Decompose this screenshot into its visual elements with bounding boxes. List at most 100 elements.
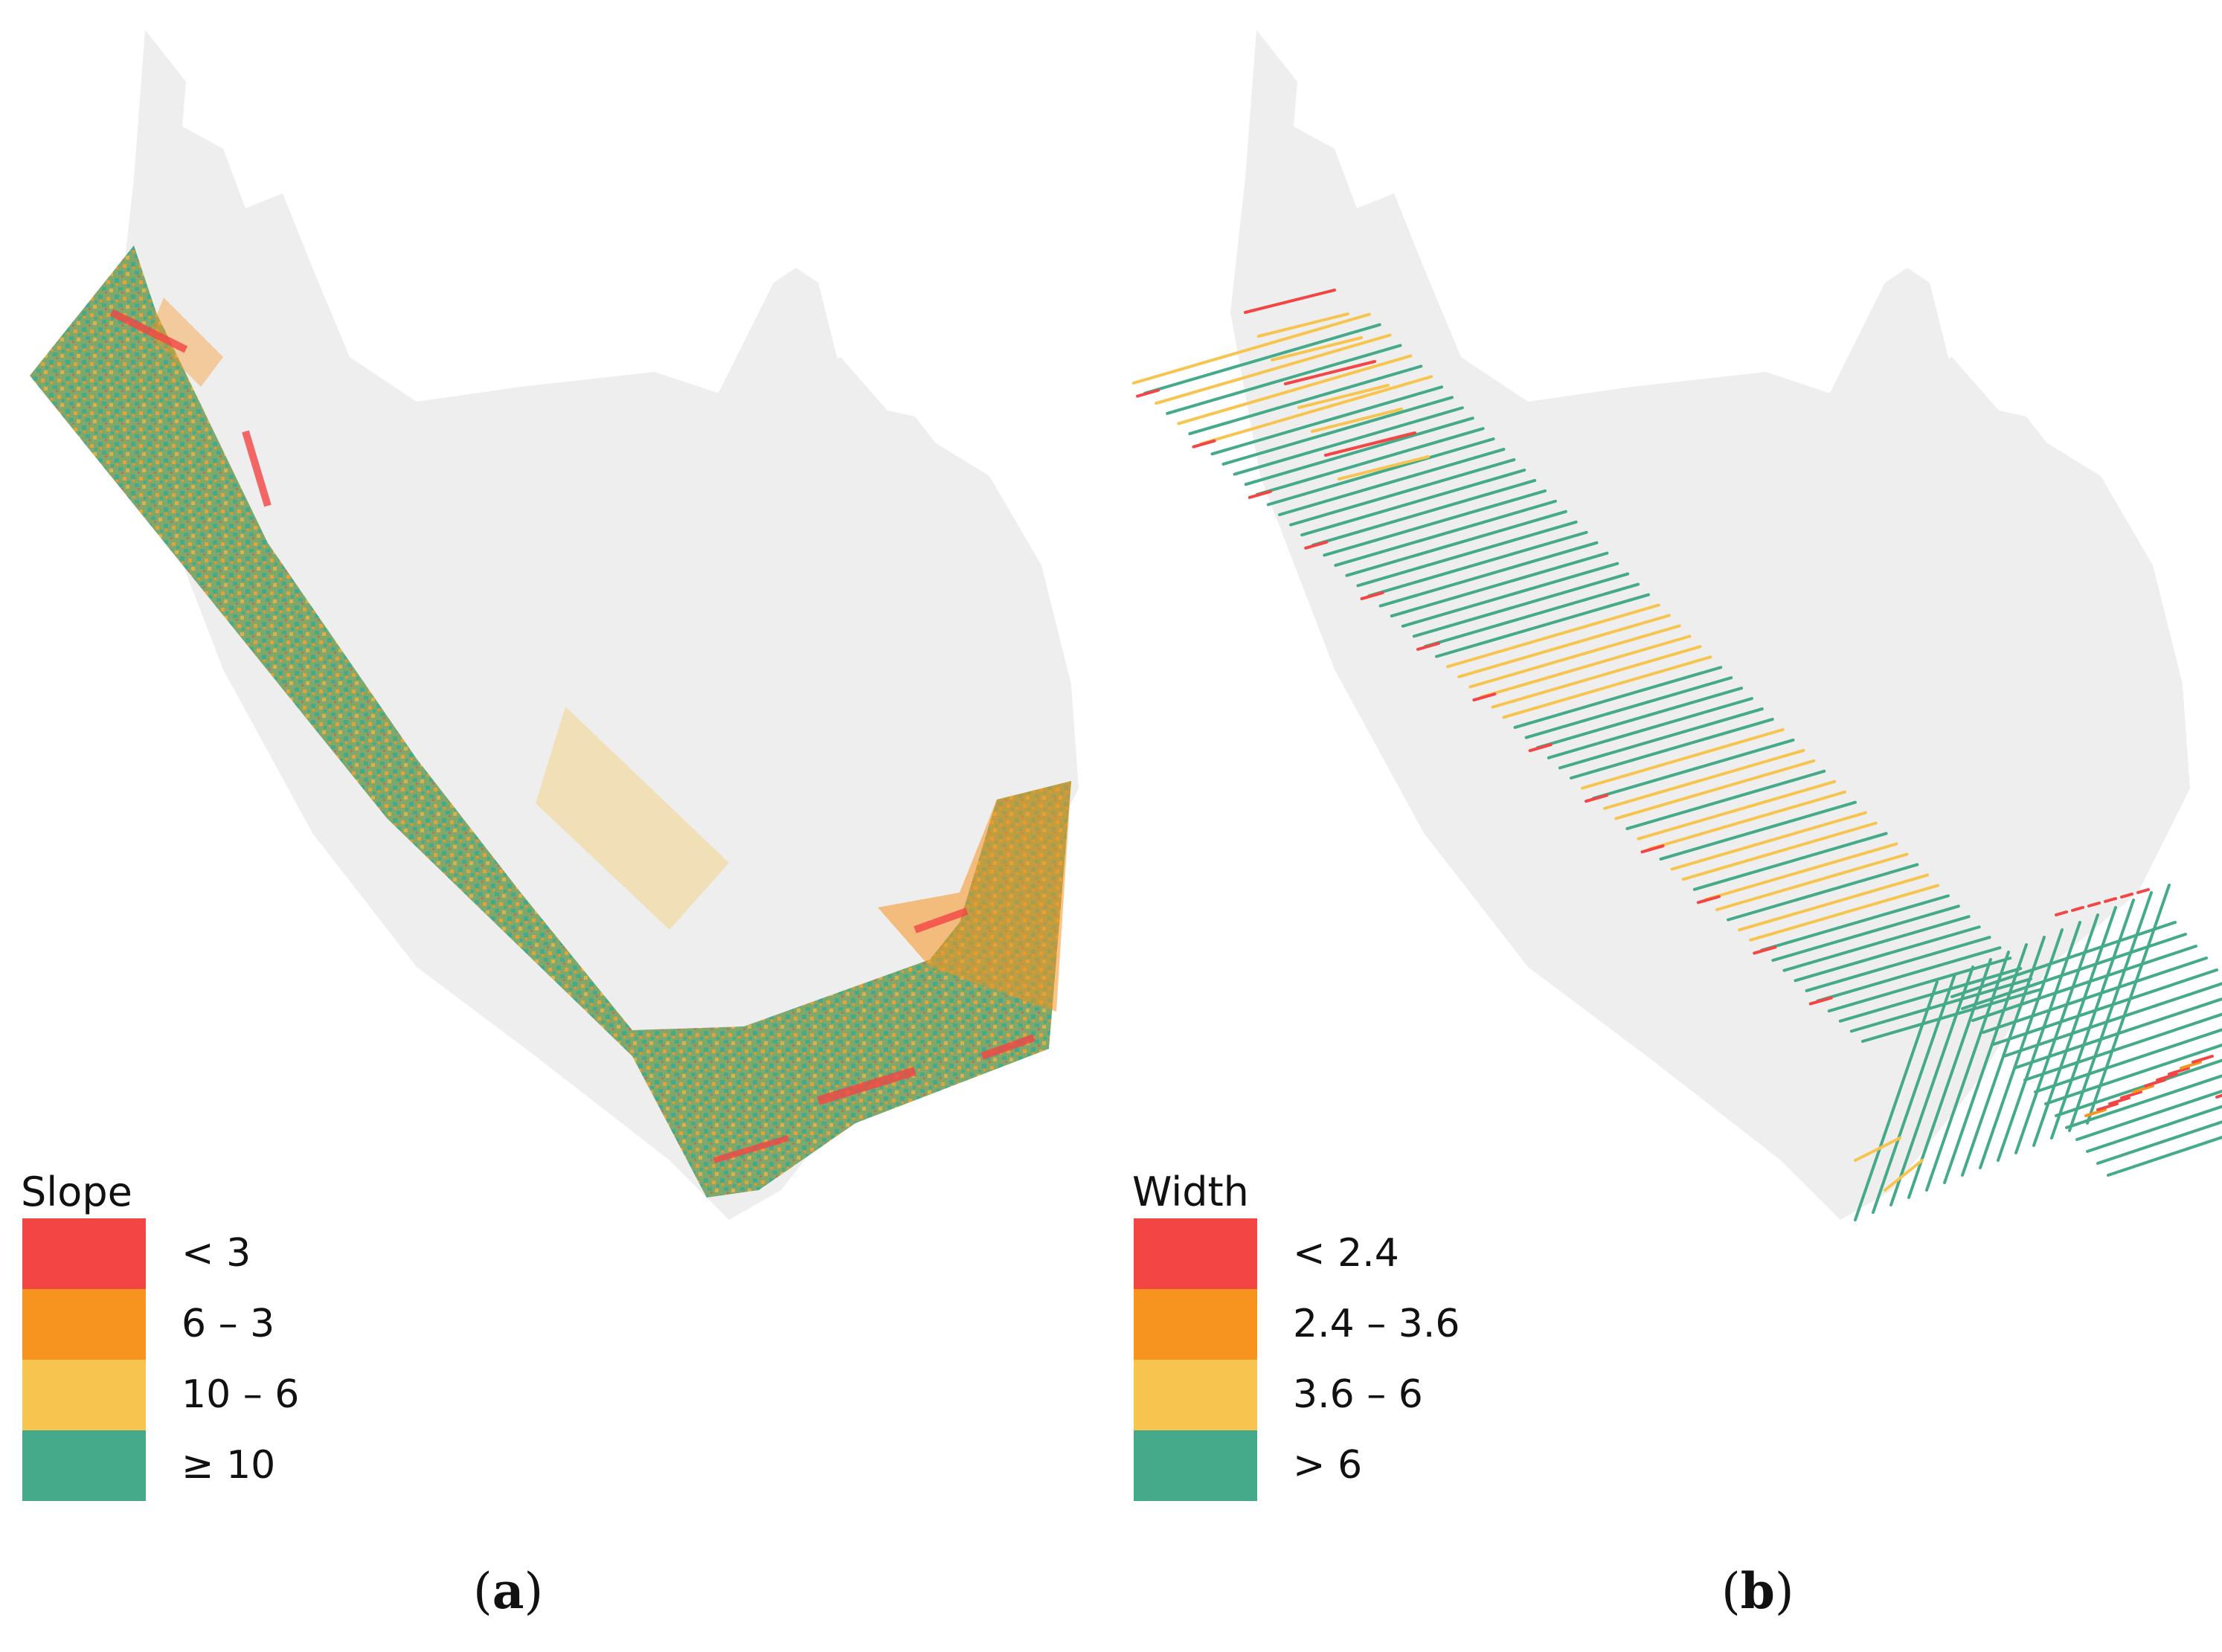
transect-line [1416,642,1440,651]
transect-line [1502,655,1712,719]
building-silhouette [119,30,1079,1220]
transect-line [1997,921,2081,1162]
legend-swatch-yellow [1134,1360,1257,1430]
transect-line [1233,406,1464,476]
legend-label: 6 – 3 [182,1302,275,1346]
transect-line [1378,541,1599,608]
transect-line [1266,437,1495,507]
transect-line [2055,1058,2222,1117]
transect-line [1457,614,1671,678]
transect-line [1861,988,2043,1043]
transect-line [1715,852,1909,911]
transect-line [1992,968,2218,1046]
transect-line [1524,676,1733,739]
legend-item: 6 – 3 [22,1289,274,1360]
transect-line [1704,842,1898,901]
transect-line [1221,396,1454,466]
legend-item: 10 – 6 [22,1360,299,1430]
legend-label: < 3 [182,1231,251,1276]
transect-line [1334,499,1557,568]
legend-label: < 2.4 [1293,1231,1399,1276]
transect-line [1637,780,1837,841]
transect-line [2107,1135,2222,1177]
transect-line [2144,1079,2166,1087]
transect-line [1659,800,1857,861]
transect-line [2014,913,2099,1154]
transect-line [1271,336,1363,361]
transect-line [1491,645,1702,709]
transect-line [2192,1055,2214,1064]
transect-line [1143,323,1381,395]
transect-line [1177,354,1413,425]
transect-line [1192,439,1216,449]
transect-line [1136,388,1160,398]
slope-map [30,30,1079,1220]
width-legend: Width < 2.4 2.4 – 3.6 3.6 – 6 > 6 [1132,1166,1460,1501]
transect-line [1854,1137,1901,1162]
legend-label: 10 – 6 [182,1372,300,1417]
transect-line [1513,666,1723,729]
transect-line [1338,455,1430,481]
transect-line [1827,957,2012,1013]
transect-line [2087,901,2101,907]
transect-line [1390,551,1609,618]
transect-line [2132,1084,2154,1093]
transect-line [2120,893,2133,899]
legend-label: ≥ 10 [182,1443,276,1488]
panel-caption: (a) [473,1562,544,1620]
transect-line [1816,946,2002,1003]
transect-line [1581,728,1785,790]
transect-line [2023,1012,2222,1081]
transect-line [1640,844,1665,854]
transect-line [1468,624,1681,689]
transect-line [1696,895,1721,904]
transect-line [2168,1067,2190,1076]
transect-line [1297,384,1390,409]
transect-line [1979,928,2064,1169]
legend-title: Width [1132,1169,1249,1215]
transect-line [1155,333,1392,405]
transect-line [2086,1105,2222,1153]
legend-swatch-red [1134,1218,1257,1289]
transect-line [2108,1096,2131,1105]
transect-line [1360,591,1384,600]
legend-label: 3.6 – 6 [1293,1372,1423,1417]
transect-line [1528,743,1552,753]
legend-swatch-red [22,1218,146,1289]
transect-line [1625,769,1826,831]
legend-swatch-green [1134,1430,1257,1501]
transect-line [1805,936,1991,992]
transect-line [1570,718,1774,780]
transect-line [2084,1108,2107,1117]
transect-line [2136,888,2150,894]
transect-line [2034,1028,2222,1093]
transect-line [1681,821,1878,881]
transect-line [1284,360,1376,385]
transect-line [2013,997,2222,1070]
slope-corridor [30,245,1071,1198]
transect-line [2086,884,2171,1125]
transect-line [1446,603,1660,669]
width-transects [1132,289,2222,1221]
legend-title: Slope [21,1169,132,1215]
transect-line [1925,951,2010,1192]
legend-swatch-orange [22,1289,146,1360]
transect-line [2055,910,2068,916]
transect-line [1210,385,1444,456]
transect-line [1808,996,1833,1006]
transect-line [1614,759,1816,820]
panel-b-width-map: Width < 2.4 2.4 – 3.6 3.6 – 6 > 6 (b) [1111,0,2222,1652]
transect-line [1727,863,1919,922]
transect-line [2104,897,2117,903]
transect-line [1199,375,1433,446]
transect-line [1838,967,2023,1023]
transect-line [2075,1089,2222,1141]
legend-item: > 6 [1134,1430,1362,1501]
legend-label: 2.4 – 3.6 [1293,1302,1460,1346]
transect-line [1884,1159,1924,1192]
transect-line [1244,417,1474,486]
transect-line [1794,925,1981,983]
legend-item: 3.6 – 6 [1134,1360,1423,1430]
transect-line [2096,1102,2119,1111]
transect-line [2120,1090,2142,1099]
